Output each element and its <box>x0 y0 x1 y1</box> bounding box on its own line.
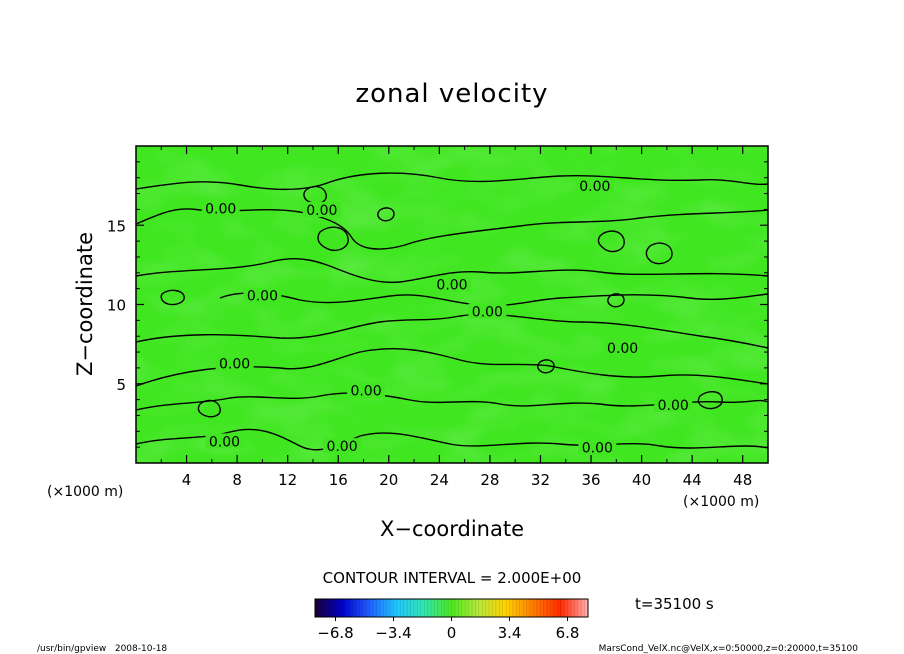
contour-label-backing <box>578 439 617 455</box>
x-tick-label: 8 <box>232 471 242 489</box>
colorbar-gradient <box>315 599 588 617</box>
contour-line <box>645 242 673 265</box>
contour-line <box>197 399 221 418</box>
y-axis-label: Z−coordinate <box>73 232 97 376</box>
y-tick-label: 15 <box>107 217 126 235</box>
contour-label: 0.00 <box>579 179 610 195</box>
colorbar-tick-label: 0 <box>447 624 457 642</box>
contour-label-backing <box>347 382 386 398</box>
contour-line <box>136 172 768 190</box>
footer-left: /usr/bin/gpview 2008-10-18 <box>37 644 167 654</box>
contour-label: 0.00 <box>247 289 278 305</box>
contour-label-backing <box>243 287 282 303</box>
contour-label: 0.00 <box>209 434 240 450</box>
x-tick-label: 20 <box>379 471 398 489</box>
contour-label: 0.00 <box>607 341 638 357</box>
contour-label: 0.00 <box>219 357 250 373</box>
time-label: t=35100 s <box>635 595 714 613</box>
contour-label-backing <box>201 200 240 216</box>
y-tick-label: 5 <box>116 376 126 394</box>
x-tick-label: 32 <box>531 471 550 489</box>
colorbar-levels <box>318 599 585 617</box>
contour-line <box>697 391 723 410</box>
x-unit-label: (×1000 m) <box>683 494 759 510</box>
contour-line <box>377 207 395 222</box>
contour-label: 0.00 <box>658 398 689 414</box>
colorbar: −6.8 −3.4 0 3.4 6.8 <box>314 598 589 642</box>
x-tick-label: 24 <box>430 471 449 489</box>
colorbar-ticks: −6.8 −3.4 0 3.4 6.8 <box>317 617 579 642</box>
footer-right: MarsCond_VelX.nc@VelX,x=0:50000,z=0:2000… <box>599 644 859 654</box>
contour-label-backing <box>302 201 341 217</box>
x-tick-label: 44 <box>683 471 702 489</box>
contour-label: 0.00 <box>436 277 467 293</box>
contour-line <box>160 289 185 306</box>
contour-label-backing <box>575 178 614 194</box>
x-tick-label: 16 <box>329 471 348 489</box>
contour-line <box>136 313 768 349</box>
contour-label: 0.00 <box>205 201 236 217</box>
contour-label-backing <box>603 339 642 355</box>
y-tick-label: 10 <box>107 297 126 315</box>
z-unit-label: (×1000 m) <box>47 484 123 500</box>
plot-area: 0.00 0.00 0.00 0.00 0.00 0.00 0.00 0.00 0.00 0.00… <box>107 145 769 489</box>
contour-labels: 0.00 0.00 0.00 0.00 0.00 0.00 0.00 0.00 0.00 0.00… <box>201 178 693 457</box>
contour-label: 0.00 <box>350 384 381 400</box>
contour-label-backing <box>205 433 244 449</box>
contour-line <box>607 293 625 308</box>
chart-title: zonal velocity <box>355 79 548 109</box>
contour-label-backing <box>468 303 507 319</box>
x-tick-label: 40 <box>632 471 651 489</box>
contour-line <box>136 258 768 284</box>
contour-line <box>537 359 555 374</box>
contour-label: 0.00 <box>306 203 337 219</box>
contour-line <box>136 348 768 387</box>
colorbar-tick-label: −3.4 <box>375 624 411 642</box>
contour-label-backing <box>654 396 693 412</box>
contour-label: 0.00 <box>326 439 357 455</box>
velocity-field-texture <box>136 146 768 463</box>
colorbar-tick-label: −6.8 <box>317 624 353 642</box>
contour-label-backing <box>215 355 254 371</box>
contour-label-backing <box>323 438 362 454</box>
colorbar-tick-label: 6.8 <box>556 624 580 642</box>
contour-label: 0.00 <box>582 441 613 457</box>
contour-line <box>597 230 625 253</box>
x-tick-label: 28 <box>480 471 499 489</box>
contour-interval-label: CONTOUR INTERVAL = 2.000E+00 <box>323 569 582 587</box>
x-tick-label: 12 <box>278 471 297 489</box>
x-tick-label: 48 <box>733 471 752 489</box>
x-tick-label: 4 <box>182 471 192 489</box>
contour-line <box>317 226 349 252</box>
x-tick-label: 36 <box>581 471 600 489</box>
contour-line <box>136 428 768 451</box>
x-axis-label: X−coordinate <box>380 517 524 541</box>
contour-label-backing <box>433 276 471 292</box>
colorbar-tick-label: 3.4 <box>498 624 522 642</box>
contour-label: 0.00 <box>472 304 503 320</box>
